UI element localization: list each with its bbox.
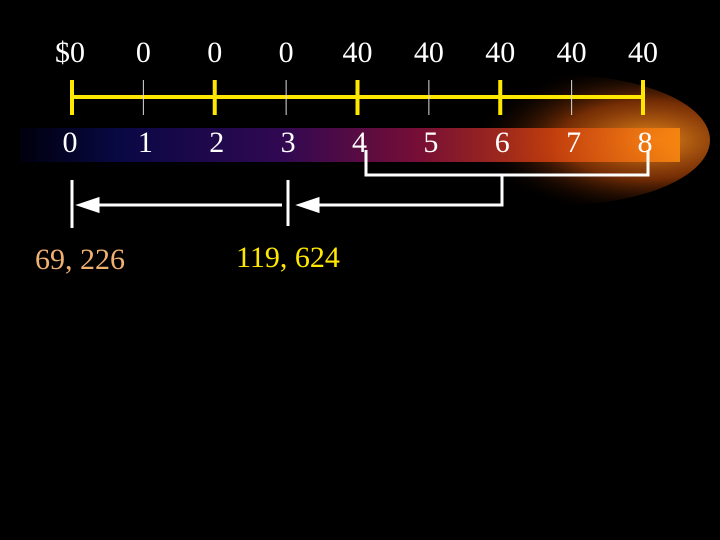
arrow — [305, 175, 504, 207]
period: 0 — [63, 126, 78, 159]
cash-flow: 40 — [485, 36, 515, 69]
period: 3 — [281, 126, 296, 159]
cash-flow: 0 — [207, 36, 222, 69]
period: 4 — [352, 126, 367, 159]
cash-flow: 40 — [628, 36, 658, 69]
band — [20, 128, 680, 162]
period: 5 — [423, 126, 438, 159]
cash-flow: 40 — [343, 36, 373, 69]
present-value: 69, 226 — [35, 243, 125, 276]
period: 8 — [638, 126, 653, 159]
cash-flow: 0 — [279, 36, 294, 69]
arrowhead — [295, 196, 320, 214]
bracket — [364, 150, 650, 177]
period: 1 — [138, 126, 153, 159]
cash-flow: $0 — [55, 36, 85, 69]
period: 7 — [566, 126, 581, 159]
period: 6 — [495, 126, 510, 159]
cash-flow: 0 — [136, 36, 151, 69]
arrowhead — [75, 196, 100, 214]
cash-flow: 40 — [557, 36, 587, 69]
present-value: 119, 624 — [236, 241, 340, 274]
cash-flow: 40 — [414, 36, 444, 69]
arrows — [70, 150, 650, 228]
period: 2 — [209, 126, 224, 159]
